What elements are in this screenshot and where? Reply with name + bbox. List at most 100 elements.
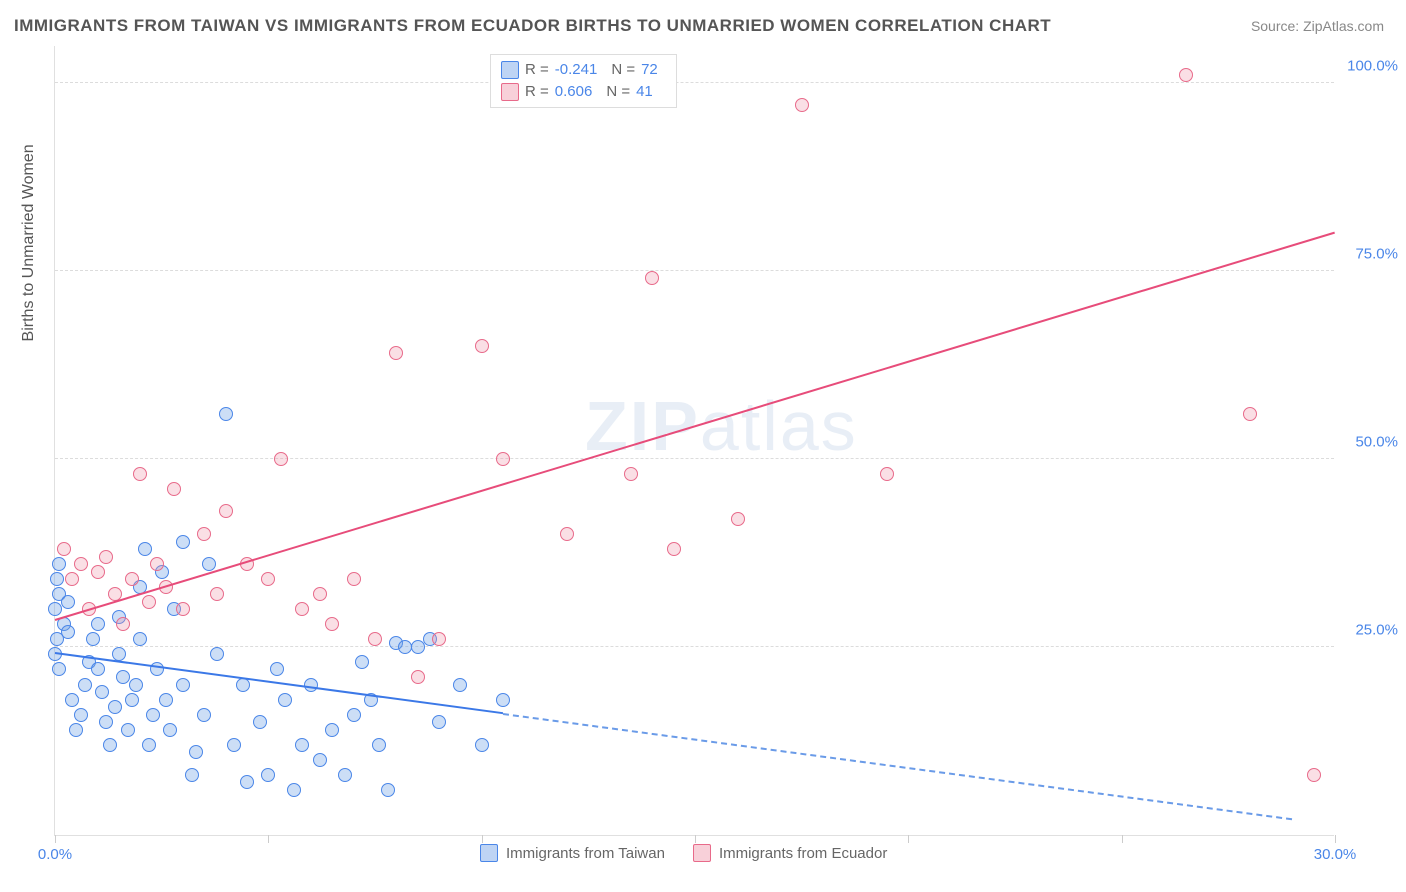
scatter-point-taiwan [261, 768, 275, 782]
scatter-point-ecuador [261, 572, 275, 586]
chart-plot-area: ZIPatlas 25.0%50.0%75.0%100.0%0.0%30.0% [54, 46, 1334, 836]
scatter-point-ecuador [1179, 68, 1193, 82]
watermark: ZIPatlas [585, 386, 858, 466]
x-tick-label: 30.0% [1314, 846, 1357, 863]
scatter-point-ecuador [496, 452, 510, 466]
scatter-point-taiwan [355, 655, 369, 669]
scatter-point-taiwan [240, 775, 254, 789]
scatter-point-ecuador [325, 617, 339, 631]
scatter-point-ecuador [150, 557, 164, 571]
y-tick-label: 25.0% [1355, 621, 1398, 638]
scatter-point-taiwan [197, 708, 211, 722]
legend-label-taiwan: Immigrants from Taiwan [506, 845, 665, 862]
swatch-ecuador-icon [501, 83, 519, 101]
scatter-point-ecuador [347, 572, 361, 586]
scatter-point-ecuador [65, 572, 79, 586]
legend-row-taiwan: R = -0.241 N = 72 [501, 59, 666, 81]
scatter-point-taiwan [159, 693, 173, 707]
scatter-point-ecuador [731, 512, 745, 526]
regression-line [503, 713, 1293, 820]
scatter-point-ecuador [116, 617, 130, 631]
scatter-point-taiwan [108, 700, 122, 714]
scatter-point-ecuador [411, 670, 425, 684]
scatter-point-taiwan [313, 753, 327, 767]
y-tick-label: 75.0% [1355, 245, 1398, 262]
scatter-point-ecuador [197, 527, 211, 541]
y-tick-label: 50.0% [1355, 433, 1398, 450]
scatter-point-taiwan [52, 662, 66, 676]
n-label: N = [606, 81, 630, 103]
scatter-point-taiwan [411, 640, 425, 654]
x-tick [55, 835, 56, 843]
scatter-point-taiwan [50, 572, 64, 586]
legend-item-ecuador: Immigrants from Ecuador [693, 844, 887, 862]
scatter-point-taiwan [99, 715, 113, 729]
scatter-point-taiwan [129, 678, 143, 692]
scatter-point-ecuador [142, 595, 156, 609]
y-axis-label: Births to Unmarried Women [20, 144, 38, 341]
scatter-point-taiwan [189, 745, 203, 759]
scatter-point-taiwan [52, 557, 66, 571]
scatter-point-taiwan [432, 715, 446, 729]
scatter-point-ecuador [176, 602, 190, 616]
scatter-point-taiwan [121, 723, 135, 737]
scatter-point-ecuador [57, 542, 71, 556]
scatter-point-taiwan [125, 693, 139, 707]
scatter-point-ecuador [1243, 407, 1257, 421]
legend-label-ecuador: Immigrants from Ecuador [719, 845, 887, 862]
gridline-h [55, 82, 1334, 83]
n-value-taiwan: 72 [641, 59, 658, 81]
scatter-point-taiwan [176, 678, 190, 692]
swatch-taiwan-icon [501, 61, 519, 79]
correlation-legend: R = -0.241 N = 72 R = 0.606 N = 41 [490, 54, 677, 108]
legend-item-taiwan: Immigrants from Taiwan [480, 844, 665, 862]
scatter-point-ecuador [74, 557, 88, 571]
scatter-point-taiwan [185, 768, 199, 782]
scatter-point-taiwan [372, 738, 386, 752]
scatter-point-ecuador [389, 346, 403, 360]
scatter-point-taiwan [74, 708, 88, 722]
legend-row-ecuador: R = 0.606 N = 41 [501, 81, 666, 103]
r-value-taiwan: -0.241 [555, 59, 598, 81]
x-tick-label: 0.0% [38, 846, 72, 863]
scatter-point-taiwan [61, 625, 75, 639]
scatter-point-taiwan [48, 602, 62, 616]
scatter-point-taiwan [278, 693, 292, 707]
r-label: R = [525, 59, 549, 81]
swatch-taiwan-icon [480, 844, 498, 862]
scatter-point-taiwan [219, 407, 233, 421]
n-value-ecuador: 41 [636, 81, 653, 103]
gridline-h [55, 270, 1334, 271]
scatter-point-ecuador [1307, 768, 1321, 782]
r-label: R = [525, 81, 549, 103]
x-tick [482, 835, 483, 843]
scatter-point-ecuador [99, 550, 113, 564]
scatter-point-ecuador [624, 467, 638, 481]
scatter-point-ecuador [368, 632, 382, 646]
scatter-point-taiwan [133, 632, 147, 646]
scatter-point-ecuador [880, 467, 894, 481]
scatter-point-taiwan [78, 678, 92, 692]
x-tick [1122, 835, 1123, 843]
scatter-point-taiwan [287, 783, 301, 797]
x-tick [268, 835, 269, 843]
scatter-point-taiwan [325, 723, 339, 737]
scatter-point-ecuador [432, 632, 446, 646]
scatter-point-ecuador [560, 527, 574, 541]
scatter-point-taiwan [138, 542, 152, 556]
x-tick [695, 835, 696, 843]
scatter-point-ecuador [274, 452, 288, 466]
chart-title: IMMIGRANTS FROM TAIWAN VS IMMIGRANTS FRO… [14, 16, 1051, 36]
scatter-point-ecuador [91, 565, 105, 579]
y-tick-label: 100.0% [1347, 57, 1398, 74]
scatter-point-taiwan [86, 632, 100, 646]
scatter-point-taiwan [338, 768, 352, 782]
scatter-point-taiwan [227, 738, 241, 752]
scatter-point-taiwan [142, 738, 156, 752]
scatter-point-ecuador [475, 339, 489, 353]
scatter-point-taiwan [176, 535, 190, 549]
scatter-point-taiwan [270, 662, 284, 676]
swatch-ecuador-icon [693, 844, 711, 862]
scatter-point-taiwan [116, 670, 130, 684]
scatter-point-taiwan [202, 557, 216, 571]
